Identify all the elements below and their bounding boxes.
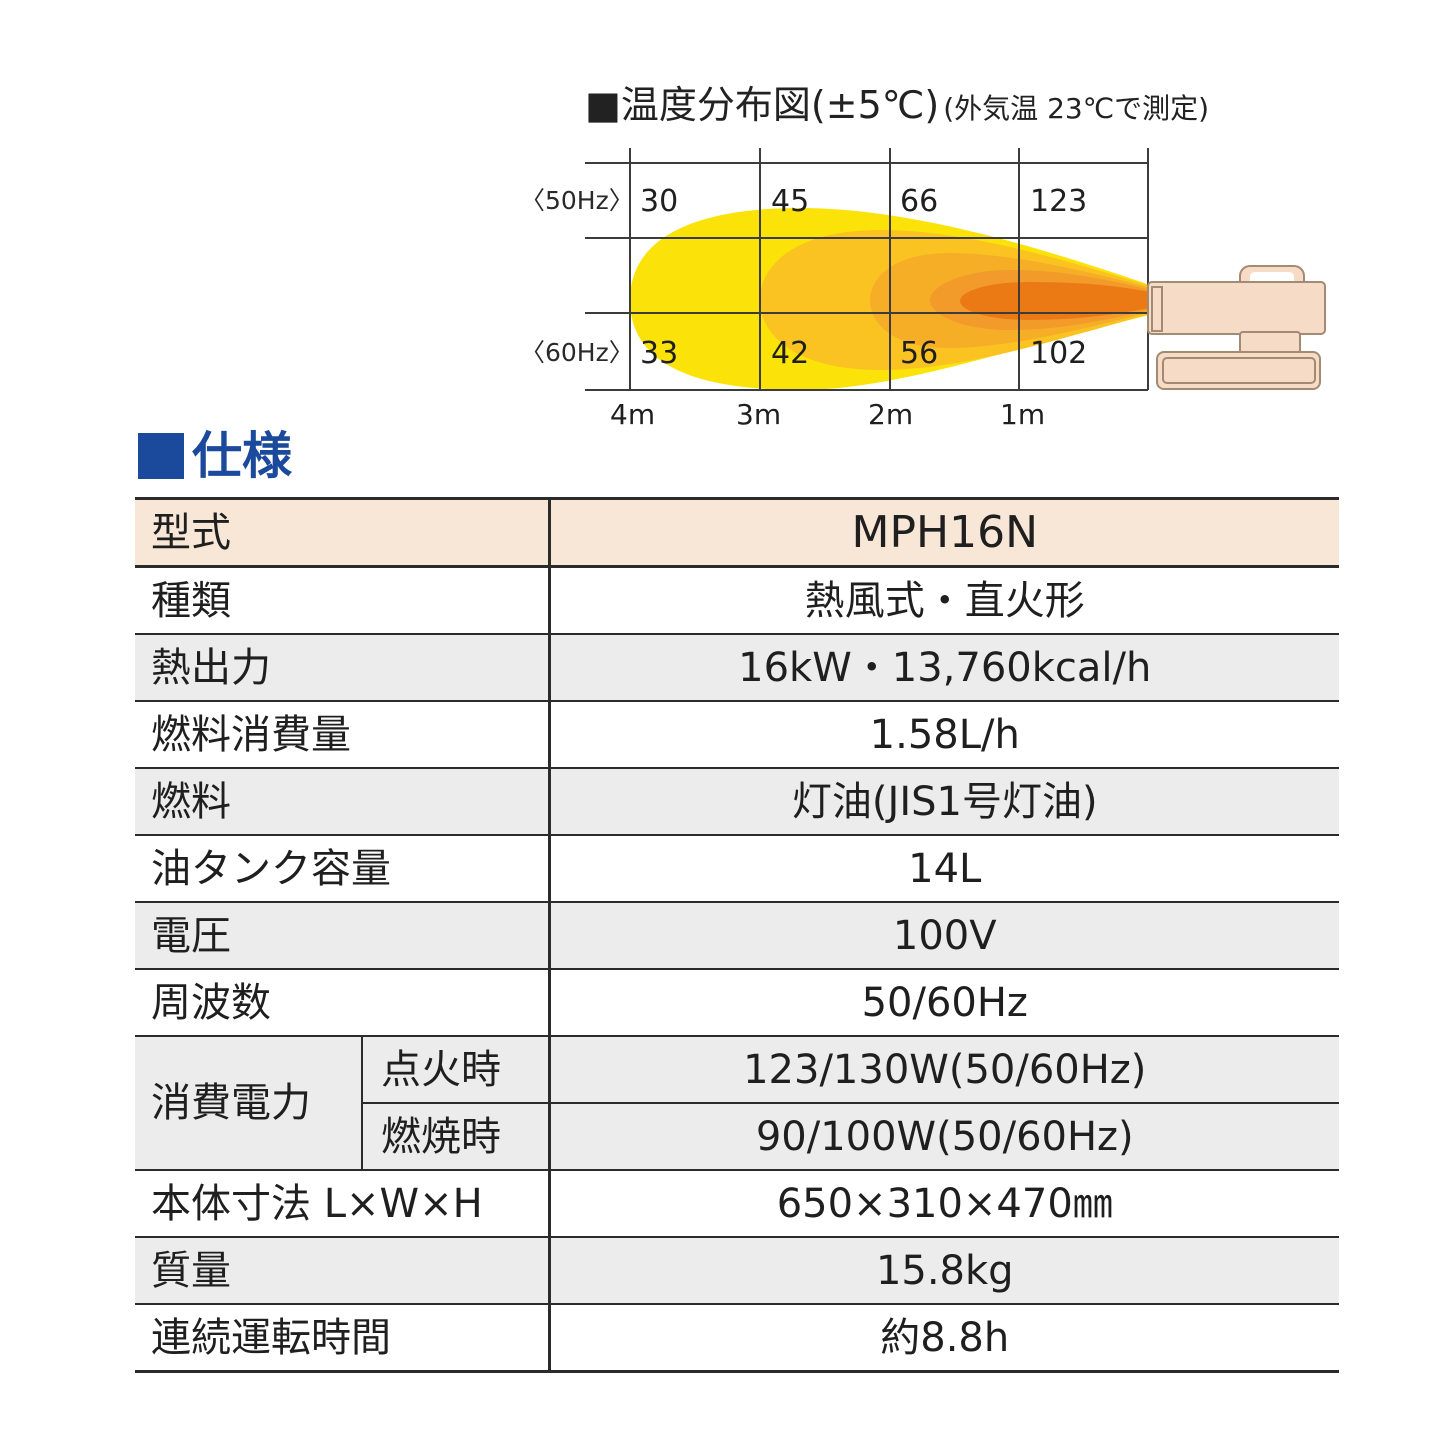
spec-row: 燃料 灯油(JIS1号灯油) bbox=[135, 768, 1339, 836]
spec-label-power: 消費電力 bbox=[135, 1036, 363, 1171]
spec-value: 50/60Hz bbox=[547, 969, 1339, 1037]
spec-row-power-ignition: 消費電力 点火時 123/130W(50/60Hz) bbox=[135, 1036, 1339, 1171]
spec-row: 燃料消費量 1.58L/h bbox=[135, 701, 1339, 769]
spec-row-model: 型式 MPH16N bbox=[135, 497, 1339, 568]
spec-row: 周波数 50/60Hz bbox=[135, 969, 1339, 1037]
spec-row: 質量 15.8kg bbox=[135, 1237, 1339, 1305]
spec-row-power-combustion: 燃焼時 90/100W(50/60Hz) bbox=[135, 1103, 1339, 1171]
heading-square-icon bbox=[138, 433, 184, 479]
heat-zone-core bbox=[960, 282, 1150, 320]
spec-row: 熱出力 16kW・13,760kcal/h bbox=[135, 634, 1339, 702]
spec-row: 連続運転時間 約8.8h bbox=[135, 1304, 1339, 1373]
spec-label: 油タンク容量 bbox=[135, 835, 549, 903]
spec-sublabel: 燃焼時 bbox=[362, 1103, 549, 1171]
temp-50hz-3m: 45 bbox=[771, 184, 809, 219]
temp-60hz-2m: 56 bbox=[900, 336, 938, 371]
spec-label: 周波数 bbox=[135, 969, 549, 1037]
label-50hz: 〈50Hz〉 bbox=[520, 186, 634, 215]
spec-value: 約8.8h bbox=[547, 1304, 1339, 1373]
diagram-title-main: ■温度分布図(±5℃) bbox=[585, 83, 940, 127]
spec-value: 90/100W(50/60Hz) bbox=[547, 1103, 1339, 1171]
spec-label: 燃料 bbox=[135, 768, 549, 836]
spec-value: MPH16N bbox=[547, 497, 1339, 568]
spec-row: 本体寸法 L×W×H 650×310×470㎜ bbox=[135, 1170, 1339, 1238]
spec-label: 質量 bbox=[135, 1237, 549, 1305]
temperature-distribution-diagram: 〈50Hz〉 〈60Hz〉 30 45 66 123 33 42 56 102 … bbox=[520, 148, 1326, 431]
temp-50hz-2m: 66 bbox=[900, 184, 938, 219]
spec-label: 連続運転時間 bbox=[135, 1304, 549, 1373]
spec-label: 種類 bbox=[135, 566, 549, 635]
spec-value: 熱風式・直火形 bbox=[547, 566, 1339, 635]
spec-heading-title: 仕様 bbox=[192, 427, 292, 485]
distance-3m: 3m bbox=[736, 398, 781, 431]
spec-table: 型式 MPH16N 種類 熱風式・直火形 熱出力 16kW・13,760kcal… bbox=[135, 497, 1339, 1373]
spec-value: 650×310×470㎜ bbox=[547, 1170, 1339, 1238]
spec-value: 1.58L/h bbox=[547, 701, 1339, 769]
distance-2m: 2m bbox=[868, 398, 913, 431]
spec-label: 燃料消費量 bbox=[135, 701, 549, 769]
spec-label: 本体寸法 L×W×H bbox=[135, 1170, 549, 1238]
spec-value: 灯油(JIS1号灯油) bbox=[547, 768, 1339, 836]
temp-50hz-4m: 30 bbox=[640, 184, 678, 219]
spec-value: 123/130W(50/60Hz) bbox=[547, 1036, 1339, 1104]
distance-1m: 1m bbox=[1000, 398, 1045, 431]
spec-value: 14L bbox=[547, 835, 1339, 903]
distance-4m: 4m bbox=[610, 398, 655, 431]
temp-60hz-4m: 33 bbox=[640, 336, 678, 371]
spec-label: 熱出力 bbox=[135, 634, 549, 702]
diagram-title-note: (外気温 23℃で測定) bbox=[943, 92, 1210, 125]
spec-sublabel: 点火時 bbox=[362, 1036, 549, 1104]
spec-heading: 仕様 bbox=[138, 425, 292, 487]
spec-label: 電圧 bbox=[135, 902, 549, 970]
spec-row: 電圧 100V bbox=[135, 902, 1339, 970]
spec-value: 15.8kg bbox=[547, 1237, 1339, 1305]
spec-row: 油タンク容量 14L bbox=[135, 835, 1339, 903]
diagram-grid bbox=[585, 148, 1149, 391]
temp-60hz-1m: 102 bbox=[1030, 336, 1087, 371]
spec-label: 型式 bbox=[135, 497, 549, 568]
temp-50hz-1m: 123 bbox=[1030, 184, 1087, 219]
temp-60hz-3m: 42 bbox=[771, 336, 809, 371]
spec-value: 16kW・13,760kcal/h bbox=[547, 634, 1339, 702]
spec-value: 100V bbox=[547, 902, 1339, 970]
diagram-title: ■温度分布図(±5℃) (外気温 23℃で測定) bbox=[585, 80, 1209, 134]
heater-illustration bbox=[1147, 265, 1326, 390]
label-60hz: 〈60Hz〉 bbox=[520, 338, 634, 367]
spec-row: 種類 熱風式・直火形 bbox=[135, 566, 1339, 635]
